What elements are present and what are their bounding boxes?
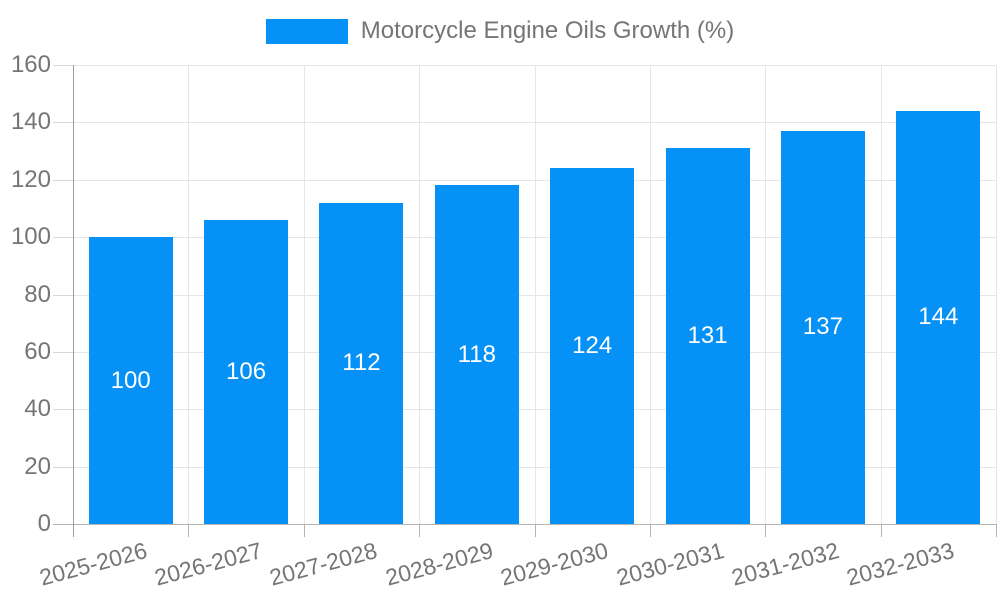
gridline-vertical [534, 65, 536, 524]
x-axis-category-label: 2028-2029 [382, 537, 496, 591]
y-axis-tick [53, 294, 73, 296]
bar [88, 237, 173, 524]
bar-value-label: 124 [572, 332, 613, 360]
y-axis-tick-label: 100 [10, 223, 51, 251]
bar [665, 148, 750, 524]
x-axis-category-label: 2025-2026 [36, 537, 150, 591]
x-axis-tick [419, 524, 421, 537]
x-axis-tick [303, 524, 305, 537]
chart-legend: Motorcycle Engine Oils Growth (%) [0, 17, 1000, 45]
gridline-vertical [188, 65, 190, 524]
x-axis-category-label: 2032-2033 [844, 537, 958, 591]
x-axis-tick [996, 524, 997, 537]
x-axis-tick [649, 524, 651, 537]
y-axis-tick-label: 80 [24, 280, 51, 308]
y-axis-tick [53, 351, 73, 353]
x-axis-tick [534, 524, 536, 537]
x-axis-line [53, 524, 996, 525]
bar [319, 202, 404, 524]
y-axis-tick [53, 122, 73, 124]
x-axis-tick [765, 524, 767, 537]
y-axis-tick [53, 179, 73, 181]
bar-value-label: 144 [918, 303, 959, 331]
x-axis-tick [880, 524, 882, 537]
y-axis-tick [53, 237, 73, 239]
y-axis-tick [53, 409, 73, 411]
y-axis-tick-label: 60 [24, 337, 51, 365]
gridline-vertical [649, 65, 651, 524]
bar-value-label: 100 [110, 366, 151, 394]
bar [550, 168, 635, 524]
bar-value-label: 106 [226, 357, 267, 385]
y-axis-tick [53, 466, 73, 468]
bar [896, 110, 981, 524]
gridline-vertical [996, 65, 997, 524]
bar [434, 185, 519, 524]
y-axis-tick [53, 65, 73, 66]
x-axis-category-label: 2026-2027 [151, 537, 265, 591]
gridline-vertical [880, 65, 882, 524]
bar-value-label: 131 [687, 322, 728, 350]
bar-value-label: 118 [457, 340, 496, 368]
y-axis-tick-label: 20 [24, 452, 51, 480]
gridline-vertical [303, 65, 305, 524]
gridline-vertical [765, 65, 767, 524]
bar-value-label: 112 [342, 349, 381, 377]
x-axis-category-label: 2029-2030 [497, 537, 611, 591]
x-axis-tick [188, 524, 190, 537]
y-axis-tick-label: 160 [10, 51, 51, 78]
legend-label: Motorcycle Engine Oils Growth (%) [360, 17, 735, 44]
legend-swatch-icon [265, 18, 348, 44]
x-axis-category-label: 2027-2028 [267, 537, 381, 591]
bar [780, 130, 865, 524]
y-axis-tick-label: 140 [10, 108, 51, 136]
x-axis-category-label: 2030-2031 [613, 537, 727, 591]
x-axis-category-label: 2031-2032 [728, 537, 842, 591]
bar-value-label: 137 [802, 313, 843, 341]
y-axis-tick-label: 120 [10, 165, 51, 193]
gridline-vertical [419, 65, 421, 524]
bar [204, 219, 289, 524]
y-axis-line [73, 65, 74, 537]
y-axis-tick-label: 0 [37, 510, 51, 537]
y-axis-tick-label: 40 [24, 395, 51, 423]
